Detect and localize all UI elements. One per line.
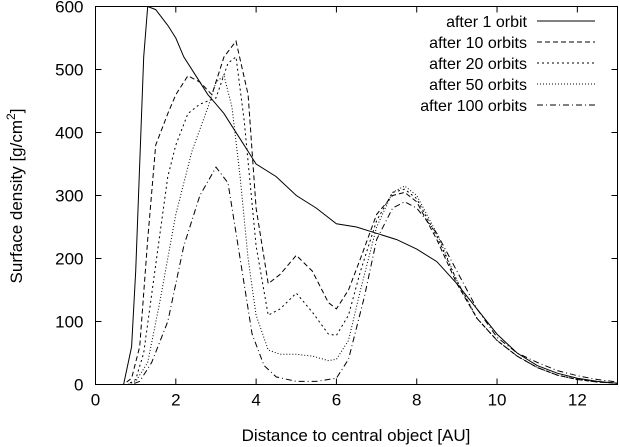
y-axis-title-end: ] — [7, 109, 26, 114]
x-tick-label: 6 — [332, 391, 341, 410]
x-axis-title: Distance to central object [AU] — [242, 426, 471, 445]
legend-label-5: after 100 orbits — [420, 98, 527, 115]
y-tick-label: 200 — [55, 250, 83, 269]
y-tick-label: 500 — [55, 61, 83, 80]
x-tick-label: 8 — [412, 391, 421, 410]
series-line-4 — [95, 74, 618, 385]
y-tick-label: 600 — [55, 0, 83, 17]
y-axis-title-superscript: 2 — [4, 113, 18, 120]
y-tick-label: 100 — [55, 313, 83, 332]
y-axis-title-main: Surface density [g/cm — [7, 120, 26, 283]
x-tick-label: 0 — [91, 391, 100, 410]
x-tick-label: 10 — [488, 391, 507, 410]
legend-label-3: after 20 orbits — [429, 56, 527, 73]
series-line-2 — [95, 39, 618, 385]
y-tick-label: 300 — [55, 187, 83, 206]
y-axis-title: Surface density [g/cm2] — [4, 109, 26, 284]
series-line-1 — [95, 6, 618, 385]
x-tick-label: 12 — [568, 391, 587, 410]
legend-label-4: after 50 orbits — [429, 77, 527, 94]
y-tick-label: 0 — [74, 376, 83, 395]
ticks-layer: 0 2 4 6 8 10 12 0 100 200 300 400 500 600 — [55, 0, 618, 410]
x-tick-label: 2 — [171, 391, 180, 410]
x-tick-label: 4 — [251, 391, 260, 410]
series-line-3 — [95, 55, 618, 385]
series-line-5 — [95, 166, 618, 385]
legend-label-2: after 10 orbits — [429, 35, 527, 52]
legend-label-1: after 1 orbit — [446, 14, 527, 31]
legend: after 1 orbit after 10 orbits after 20 orb… — [420, 14, 595, 115]
series-layer — [95, 6, 618, 385]
y-tick-label: 400 — [55, 124, 83, 143]
